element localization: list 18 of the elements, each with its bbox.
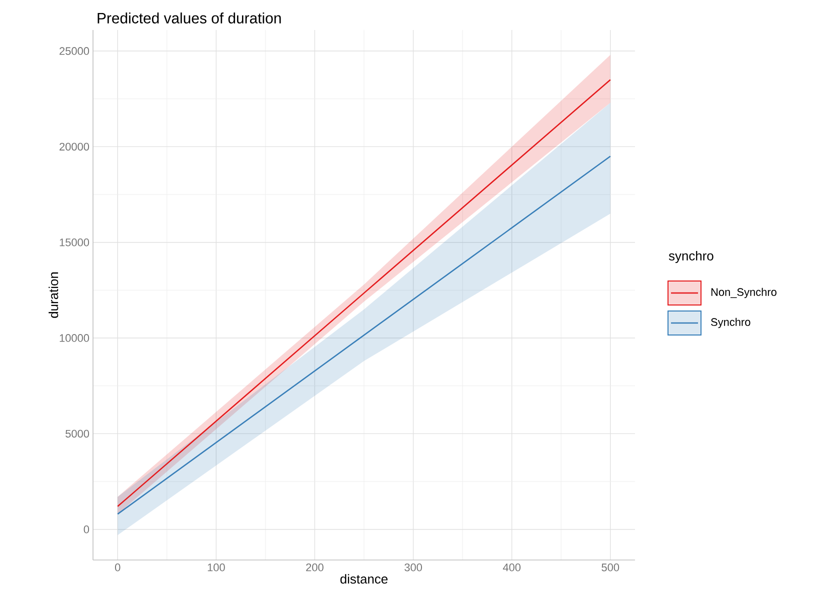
y-axis-title: duration — [48, 272, 58, 318]
x-tick-label: 0 — [115, 564, 120, 572]
x-tick-label: 300 — [404, 564, 422, 572]
legend-title: synchro — [668, 250, 714, 264]
y-tick-label: 20000 — [60, 142, 90, 151]
x-axis-title: distance — [340, 574, 388, 584]
legend-label: Synchro — [711, 318, 750, 328]
y-tick-label: 10000 — [60, 334, 90, 342]
x-tick-label: 400 — [502, 564, 521, 572]
y-tick-label: 15000 — [60, 238, 90, 246]
y-tick-label: 25000 — [60, 47, 90, 55]
x-tick-label: 200 — [306, 564, 324, 572]
y-tick-label: 5000 — [66, 430, 90, 438]
chart-title: Predicted values of duration — [98, 12, 281, 24]
legend-label: Non_Synchro — [711, 288, 776, 298]
x-tick-label: 500 — [602, 564, 620, 572]
y-tick-label: 0 — [84, 526, 90, 534]
x-tick-label: 100 — [208, 564, 225, 572]
